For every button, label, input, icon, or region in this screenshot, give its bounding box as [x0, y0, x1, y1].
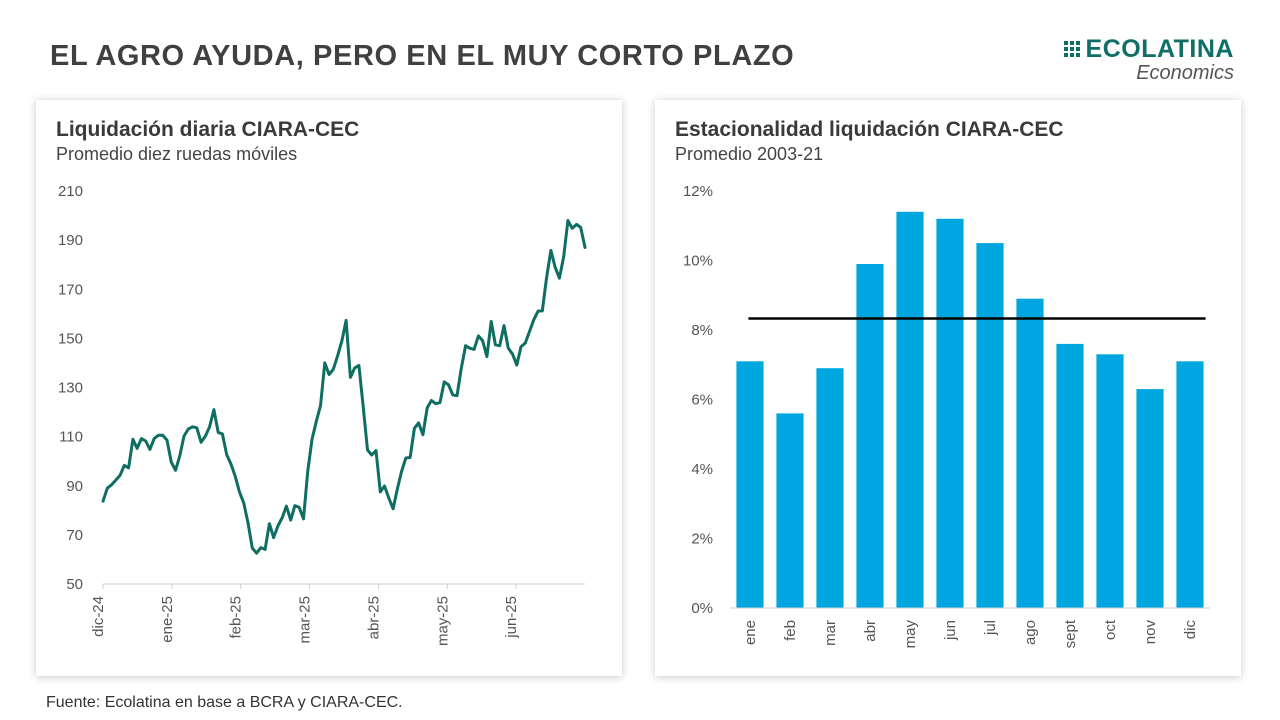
x-tick-label: jun: [942, 620, 959, 641]
logo-grid-icon: [1063, 41, 1080, 57]
bar-chart: 12% 10% 8% 6% 4% 2% 0% ene feb mar abr may jun jul ago…: [683, 183, 1210, 649]
x-tick-label: jul: [982, 620, 999, 636]
bar-chart-card: Estacionalidad liquidación CIARA-CEC Pro…: [655, 100, 1241, 676]
bar-chart-title: Estacionalidad liquidación CIARA-CEC: [675, 118, 1064, 141]
x-tick-label: ene-25: [159, 596, 176, 643]
x-tick-label: feb-25: [228, 596, 245, 639]
y-tick-label: 0%: [691, 600, 713, 617]
bar-jul: [976, 243, 1004, 608]
x-tick-label: ene: [742, 620, 759, 645]
y-tick-label: 10%: [683, 253, 713, 270]
x-tick-label: dic-24: [90, 596, 107, 637]
bar-ago: [1016, 298, 1044, 608]
line-chart: 210 190 170 150 130 110 90 70 50 dic-24 ene-25 feb-…: [58, 183, 587, 646]
bar-mar: [816, 368, 844, 608]
y-tick-label: 190: [58, 232, 83, 249]
y-tick-label: 2%: [691, 531, 713, 548]
y-tick-label: 130: [58, 380, 83, 397]
y-tick-label: 50: [66, 576, 83, 593]
x-tick-label: jun-25: [503, 596, 520, 639]
y-tick-label: 12%: [683, 183, 713, 200]
y-tick-label: 210: [58, 183, 83, 200]
brand-logo: ECOLATINA Economics: [1063, 35, 1234, 84]
y-tick-label: 90: [66, 478, 83, 495]
bar-sept: [1056, 343, 1084, 608]
line-chart-card: Liquidación diaria CIARA-CEC Promedio di…: [36, 100, 622, 676]
x-tick-label: oct: [1102, 619, 1119, 640]
source-note: Fuente: Ecolatina en base a BCRA y CIARA…: [46, 694, 403, 711]
x-tick-label: may-25: [434, 596, 451, 646]
x-tick-label: mar-25: [297, 596, 314, 644]
bar-chart-subtitle: Promedio 2003-21: [675, 144, 824, 164]
bar-abr: [856, 264, 884, 608]
bar-may: [896, 211, 924, 609]
x-tick-label: nov: [1142, 620, 1159, 645]
bar-dic: [1176, 361, 1204, 608]
bar-jun: [936, 218, 964, 609]
x-tick-label: feb: [782, 620, 799, 641]
x-tick-label: sept: [1062, 619, 1079, 648]
y-tick-label: 150: [58, 330, 83, 347]
line-chart-title: Liquidación diaria CIARA-CEC: [56, 118, 360, 141]
y-tick-label: 6%: [691, 392, 713, 409]
x-tick-label: mar: [822, 620, 839, 646]
bar-ene: [736, 361, 764, 608]
y-tick-label: 170: [58, 281, 83, 298]
x-tick-label: dic: [1182, 620, 1199, 640]
bar-nov: [1136, 389, 1164, 608]
bar-oct: [1096, 354, 1124, 608]
logo-name: ECOLATINA: [1085, 35, 1234, 63]
y-tick-label: 70: [66, 527, 83, 544]
y-tick-label: 110: [59, 429, 83, 446]
x-tick-label: ago: [1022, 620, 1039, 645]
x-tick-label: may: [902, 620, 919, 649]
y-tick-label: 8%: [691, 322, 713, 339]
y-tick-label: 4%: [691, 461, 713, 478]
line-chart-subtitle: Promedio diez ruedas móviles: [56, 144, 298, 164]
x-tick-label: abr: [862, 620, 879, 642]
page-title: EL AGRO AYUDA, PERO EN EL MUY CORTO PLAZ…: [50, 40, 795, 72]
liquidacion-series-line: [101, 219, 587, 555]
x-tick-label: abr-25: [365, 596, 382, 639]
bar-feb: [776, 413, 804, 608]
logo-subtitle: Economics: [1136, 62, 1234, 84]
